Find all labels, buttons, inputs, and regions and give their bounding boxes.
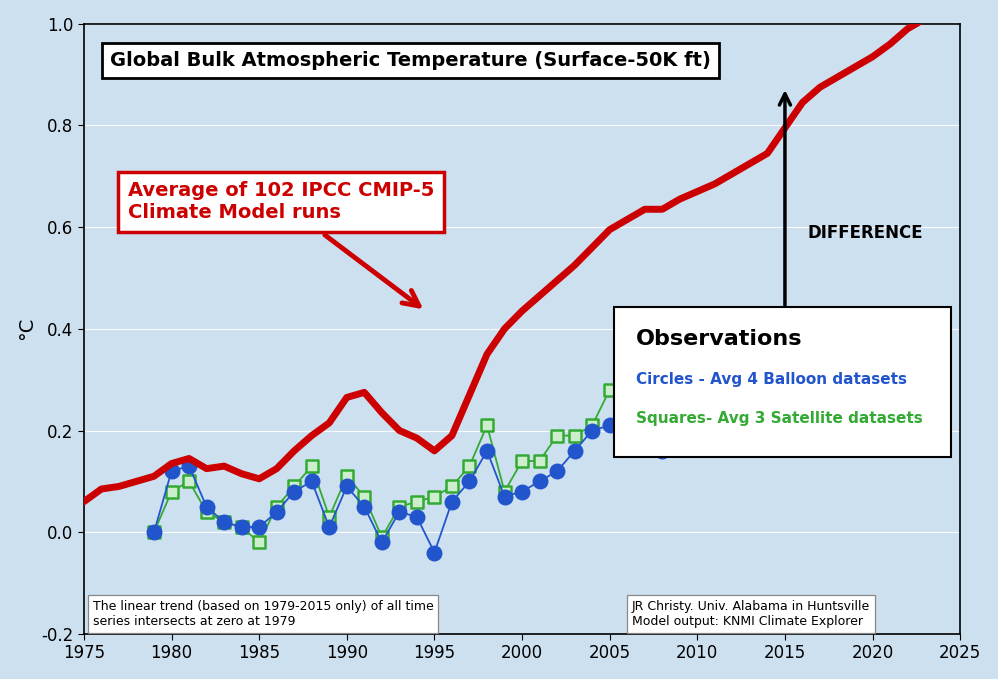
Point [199,507,215,517]
Point [391,501,407,512]
Point [567,430,583,441]
Point [461,460,477,471]
Point [497,491,513,502]
Point [286,486,302,497]
Point [497,486,513,497]
Point [181,460,197,471]
Point [164,486,180,497]
Point [199,501,215,512]
Point [426,547,442,558]
Point [374,532,390,543]
Text: Circles - Avg 4 Balloon datasets: Circles - Avg 4 Balloon datasets [636,371,907,386]
Point [356,501,372,512]
Point [794,369,810,380]
Text: Average of 102 IPCC CMIP-5
Climate Model runs: Average of 102 IPCC CMIP-5 Climate Model… [128,181,434,306]
Point [268,501,284,512]
Point [567,445,583,456]
Point [356,491,372,502]
Point [690,410,706,421]
Point [146,527,162,538]
Point [181,476,197,487]
Point [532,476,548,487]
Point [742,394,757,405]
Point [794,374,810,385]
Point [409,496,425,507]
Point [444,496,460,507]
Point [619,410,635,421]
Point [234,521,250,532]
Point [777,344,793,354]
Point [146,527,162,538]
Point [742,384,757,395]
Point [479,445,495,456]
Point [217,517,233,528]
Point [303,460,319,471]
Point [725,405,741,416]
Point [777,364,793,375]
Point [461,476,477,487]
Point [584,425,600,436]
Point [391,507,407,517]
Point [584,420,600,431]
Point [602,384,618,395]
Point [672,405,688,416]
Point [251,537,267,548]
Point [234,521,250,532]
Point [251,521,267,532]
Point [444,481,460,492]
Point [321,511,337,522]
Text: DIFFERENCE: DIFFERENCE [807,225,923,242]
Point [759,390,775,401]
Point [655,430,671,441]
Text: Squares- Avg 3 Satellite datasets: Squares- Avg 3 Satellite datasets [636,411,923,426]
Text: Observations: Observations [636,329,802,349]
Text: JR Christy. Univ. Alabama in Huntsville
Model output: KNMI Climate Explorer: JR Christy. Univ. Alabama in Huntsville … [632,600,870,628]
Point [514,486,530,497]
Point [637,415,653,426]
Point [549,430,565,441]
Point [549,466,565,477]
FancyBboxPatch shape [614,308,951,457]
Point [338,471,354,481]
Point [759,384,775,395]
Point [672,420,688,431]
Point [655,445,671,456]
Point [286,481,302,492]
Point [707,420,723,431]
Text: Global Bulk Atmospheric Temperature (Surface-50K ft): Global Bulk Atmospheric Temperature (Sur… [110,51,711,70]
Point [602,420,618,431]
Point [338,481,354,492]
Point [532,456,548,466]
Point [374,537,390,548]
Text: The linear trend (based on 1979-2015 only) of all time
series intersects at zero: The linear trend (based on 1979-2015 onl… [93,600,433,628]
Point [690,384,706,395]
Point [514,456,530,466]
Point [303,476,319,487]
Point [707,420,723,431]
Point [217,517,233,528]
Point [426,491,442,502]
Point [725,410,741,421]
Point [409,511,425,522]
Point [479,420,495,431]
Point [164,466,180,477]
Y-axis label: °C: °C [17,317,36,340]
Point [321,521,337,532]
Point [619,440,635,451]
Point [637,405,653,416]
Point [268,507,284,517]
